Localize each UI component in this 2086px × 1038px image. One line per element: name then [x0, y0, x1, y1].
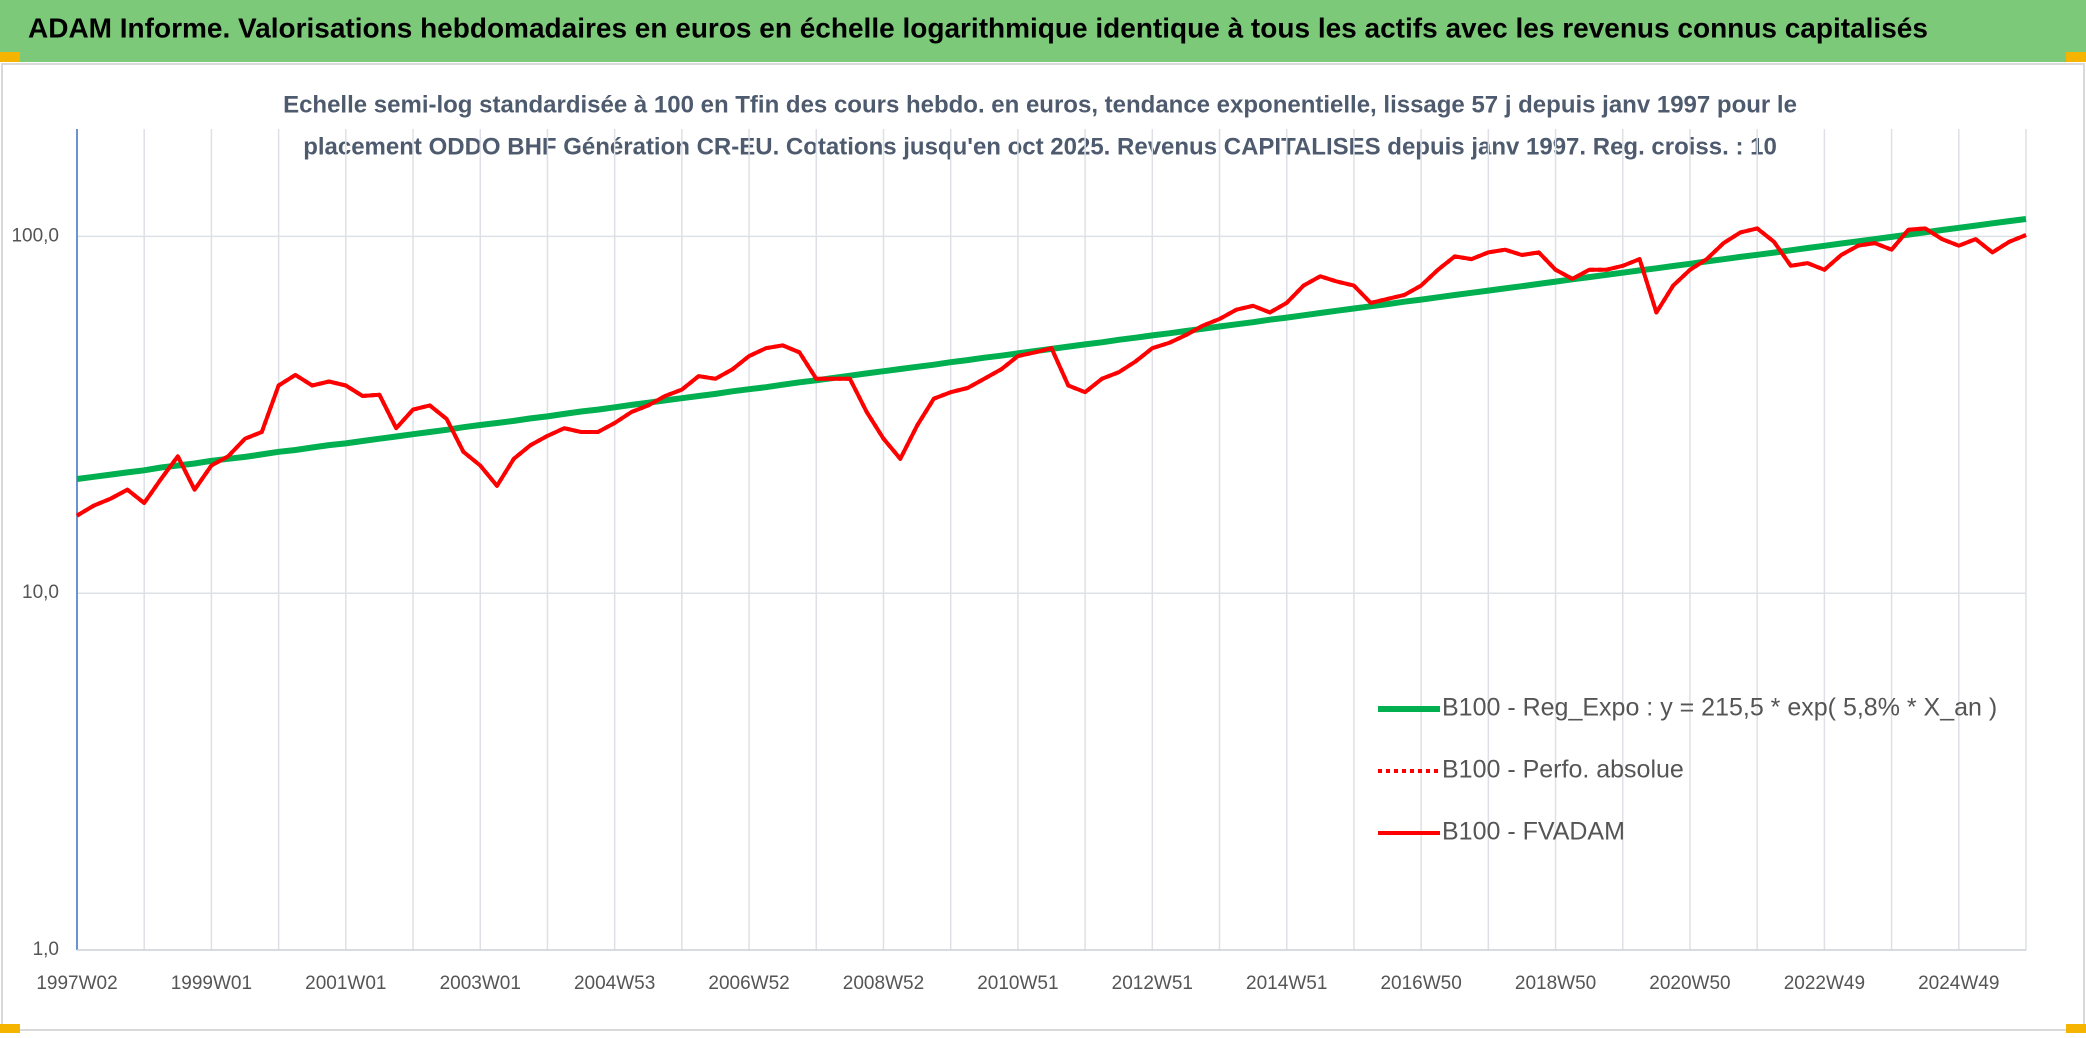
legend-label: B100 - FVADAM — [1442, 818, 1625, 846]
y-tick-label: 1,0 — [33, 939, 59, 960]
grid: 1,0 10,0 100,0 1997W02 1999W01 2001W01 2003W01… — [11, 129, 2027, 994]
x-tick-label: 2016W50 — [1380, 973, 1461, 994]
x-tick-label: 2006W52 — [708, 973, 789, 994]
chart-frame — [1, 63, 2085, 1031]
y-tick-label: 100,0 — [11, 225, 59, 246]
x-tick-label: 2014W51 — [1246, 973, 1327, 994]
series-line — [75, 226, 2027, 518]
legend-label: B100 - Perfo. absolue — [1442, 756, 1684, 784]
x-tick-label: 1999W01 — [171, 973, 252, 994]
x-tick-label: 1997W02 — [36, 973, 117, 994]
corner-mark — [0, 1024, 20, 1033]
corner-mark — [0, 52, 20, 62]
x-tick-label: 2004W53 — [574, 973, 655, 994]
chart-title: Echelle semi-log standardisée à 100 en T… — [283, 91, 1797, 118]
chart-subtitle: placement ODDO BHF Génération CR-EU. Cot… — [303, 133, 1777, 160]
x-tick-label: 2022W49 — [1784, 973, 1865, 994]
x-tick-label: 2020W50 — [1649, 973, 1730, 994]
x-tick-label: 2024W49 — [1918, 973, 1999, 994]
y-tick-label: 10,0 — [22, 582, 59, 603]
x-tick-label: 2008W52 — [843, 973, 924, 994]
legend-label: B100 - Reg_Expo : y = 215,5 * exp( 5,8% … — [1442, 694, 1997, 722]
x-tick-label: 2018W50 — [1515, 973, 1596, 994]
x-tick-label: 2012W51 — [1112, 973, 1193, 994]
title-bar — [0, 0, 2086, 62]
x-tick-label: 2001W01 — [305, 973, 386, 994]
x-tick-label: 2010W51 — [977, 973, 1058, 994]
plot — [75, 216, 2027, 518]
corner-mark — [2066, 52, 2086, 62]
corner-mark — [2066, 1024, 2086, 1033]
x-tick-label: 2003W01 — [440, 973, 521, 994]
legend: B100 - Reg_Expo : y = 215,5 * exp( 5,8% … — [1378, 694, 1997, 846]
page-title: ADAM Informe. Valorisations hebdomadaire… — [28, 12, 1928, 43]
